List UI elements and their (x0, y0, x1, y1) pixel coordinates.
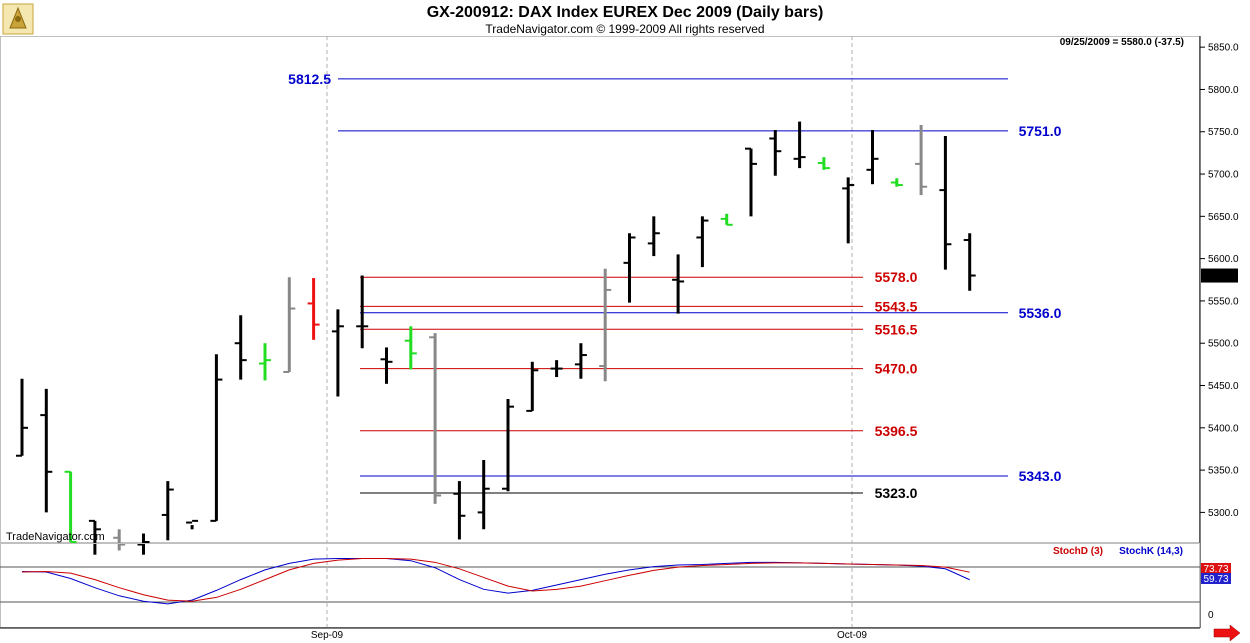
price-bar (939, 135, 952, 270)
price-bar (88, 519, 101, 555)
price-bar (477, 459, 490, 530)
price-bar (502, 399, 514, 492)
x-tick-sep: Sep-09 (311, 630, 344, 641)
price-bar (234, 315, 247, 380)
level-label: 5396.5 (875, 423, 918, 439)
price-bar (915, 124, 928, 196)
price-bars (16, 121, 976, 555)
stoch-axis-zero: 0 (1208, 610, 1214, 621)
y-tick-label: 5600.0 (1208, 254, 1239, 265)
price-bar (307, 278, 320, 340)
price-bar (283, 277, 296, 373)
price-bar (647, 216, 660, 257)
chart-title: GX-200912: DAX Index EUREX Dec 2009 (Dai… (427, 4, 824, 21)
price-bar (210, 354, 223, 522)
level-label: 5543.5 (875, 298, 918, 314)
stochk-value: 59.73 (1203, 574, 1228, 585)
price-bar (720, 213, 733, 226)
level-lines: 5812.5 5751.0 5578.0 5543.5 5536.0 5516.5 5470… (288, 71, 1061, 501)
y-tick-label: 5800.0 (1208, 85, 1239, 96)
stochd-line (21, 558, 970, 602)
price-bar (137, 533, 150, 555)
level-label: 5751.0 (1019, 123, 1062, 139)
level-label: 5578.0 (875, 269, 918, 285)
y-tick-label: 5300.0 (1208, 508, 1239, 519)
price-bar (453, 481, 466, 540)
y-tick-label: 5700.0 (1208, 170, 1239, 181)
level-label: 5470.0 (875, 361, 918, 377)
price-bar (259, 343, 271, 381)
y-tick-label: 5750.0 (1208, 127, 1239, 138)
price-bar (64, 470, 77, 543)
level-label: 5536.0 (1019, 305, 1062, 321)
price-bar (745, 147, 757, 217)
y-tick-label: 5850.0 (1208, 43, 1239, 54)
x-tick-oct: Oct-09 (837, 630, 867, 641)
chart-subtitle: TradeNavigator.com © 1999-2009 All right… (485, 22, 764, 36)
price-bar (963, 233, 976, 291)
price-bar (380, 347, 393, 384)
scroll-right-arrow-icon[interactable] (1213, 624, 1241, 642)
price-bar (696, 216, 709, 268)
price-bar (16, 378, 28, 457)
level-label: 5343.0 (1019, 468, 1062, 484)
price-bar (599, 268, 612, 382)
price-axis: 5300.0 5350.0 5400.0 5450.0 5500.0 5550.0 5600… (1200, 43, 1239, 519)
y-tick-label: 5400.0 (1208, 423, 1239, 434)
stochd-value-tag: 73.73 (1201, 563, 1231, 575)
stochd-value: 73.73 (1203, 564, 1228, 575)
tradenavigator-logo-icon[interactable] (2, 3, 34, 35)
price-bar (429, 333, 442, 504)
stochd-label: StochD (3) (1053, 546, 1103, 557)
stochk-label: StochK (14,3) (1119, 546, 1183, 557)
price-bar (331, 309, 344, 397)
watermark: TradeNavigator.com (6, 531, 105, 543)
y-tick-label: 5450.0 (1208, 381, 1239, 392)
price-bar (842, 177, 855, 244)
price-bar (623, 233, 636, 303)
price-bar (40, 388, 53, 513)
price-bar (404, 326, 417, 370)
level-label: 5323.0 (875, 485, 918, 501)
price-bar (356, 275, 369, 349)
price-bar (550, 360, 563, 378)
level-label: 5812.5 (288, 71, 331, 87)
level-label: 5516.5 (875, 321, 918, 337)
y-tick-label: 5500.0 (1208, 339, 1239, 350)
last-quote: 09/25/2009 = 5580.0 (-37.5) (1060, 37, 1184, 48)
price-bar (186, 519, 199, 530)
price-tag: 5580.0 (1201, 268, 1238, 283)
y-tick-label: 5550.0 (1208, 296, 1239, 307)
price-bar (113, 529, 126, 551)
price-tag-text: 5580.0 (1204, 272, 1235, 283)
y-tick-label: 5650.0 (1208, 212, 1239, 223)
price-bar (890, 178, 903, 187)
price-bar (793, 121, 806, 169)
y-tick-label: 5350.0 (1208, 466, 1239, 477)
stochk-value-tag: 59.73 (1201, 573, 1231, 585)
price-bar (161, 481, 174, 541)
price-bar (574, 343, 587, 379)
price-bar (672, 254, 685, 314)
price-bar (866, 130, 879, 185)
price-bar (526, 361, 539, 412)
price-bar (769, 130, 782, 176)
price-bar (817, 157, 830, 170)
